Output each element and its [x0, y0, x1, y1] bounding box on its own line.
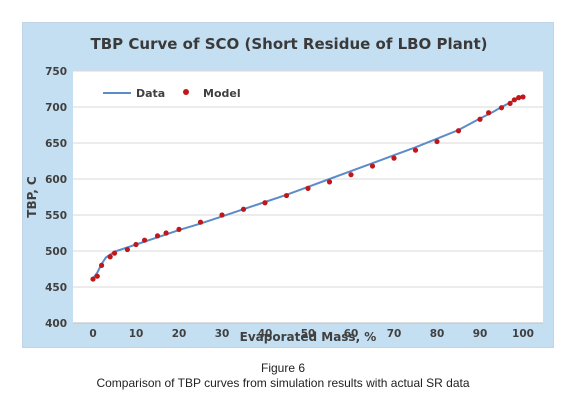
x-tick-label: 30 — [215, 328, 230, 340]
x-tick-label: 70 — [387, 328, 402, 340]
model-point — [412, 147, 419, 153]
model-point — [94, 273, 100, 279]
model-point — [154, 233, 161, 239]
legend: Data Model — [103, 87, 241, 100]
model-point — [197, 219, 204, 225]
y-tick-label: 650 — [45, 138, 67, 150]
legend-model-marker — [183, 89, 189, 95]
model-point — [434, 138, 440, 145]
model-point — [90, 276, 96, 282]
legend-model-label: Model — [203, 87, 241, 100]
model-point — [262, 200, 268, 206]
x-tick-label: 0 — [89, 328, 96, 340]
model-point — [124, 246, 130, 253]
plot-area — [73, 71, 543, 323]
model-point — [520, 94, 526, 100]
model-point — [107, 254, 113, 260]
x-tick-label: 90 — [473, 328, 488, 340]
model-point — [391, 155, 397, 161]
model-point — [111, 250, 118, 256]
y-tick-label: 750 — [45, 66, 67, 78]
figure-caption-text: Comparison of TBP curves from simulation… — [96, 376, 470, 390]
y-tick-label: 600 — [45, 174, 67, 186]
model-point — [486, 110, 492, 116]
model-point — [511, 97, 517, 103]
y-tick-label: 700 — [45, 102, 67, 114]
model-point — [348, 172, 354, 178]
x-axis-title: Evaporated Mass, % — [240, 330, 377, 344]
model-point — [176, 226, 182, 232]
model-point — [240, 206, 247, 212]
figure-label: Figure 6 — [260, 361, 306, 375]
model-point — [507, 100, 513, 106]
figure-caption: Figure 6 Comparison of TBP curves from s… — [0, 361, 566, 391]
model-point — [326, 179, 333, 185]
y-tick-label: 400 — [45, 318, 67, 330]
tbp-chart: TBP Curve of SCO (Short Residue of LBO P… — [25, 35, 543, 344]
series — [90, 94, 526, 282]
axes: 400 450 500 550 600 650 700 750 0 10 20 30 40 50 60 70 8… — [45, 66, 543, 340]
x-tick-label: 80 — [430, 328, 445, 340]
x-tick-label: 40 — [258, 328, 273, 340]
y-axis-title: TBP, C — [25, 176, 39, 218]
model-point — [219, 212, 225, 218]
chart-title: TBP Curve of SCO (Short Residue of LBO P… — [91, 35, 488, 53]
y-tick-label: 550 — [45, 210, 67, 222]
model-point — [477, 116, 483, 122]
x-tick-label: 20 — [172, 328, 187, 340]
model-point — [163, 230, 169, 236]
model-point — [369, 163, 376, 169]
gridlines — [73, 70, 543, 288]
legend-data-label: Data — [136, 87, 165, 100]
y-tick-label: 500 — [45, 246, 67, 258]
x-tick-label: 10 — [129, 328, 144, 340]
model-point — [99, 262, 105, 268]
chart-panel: TBP Curve of SCO (Short Residue of LBO P… — [22, 22, 554, 348]
model-point — [455, 128, 462, 134]
y-tick-label: 450 — [45, 282, 67, 294]
x-tick-label: 60 — [344, 328, 359, 340]
model-point — [498, 105, 505, 111]
model-point — [516, 95, 522, 101]
model-point — [133, 241, 139, 248]
x-tick-label: 100 — [512, 328, 534, 340]
model-point — [305, 185, 311, 191]
model-point — [283, 192, 290, 199]
x-tick-label: 50 — [301, 328, 316, 340]
model-point — [142, 237, 148, 243]
